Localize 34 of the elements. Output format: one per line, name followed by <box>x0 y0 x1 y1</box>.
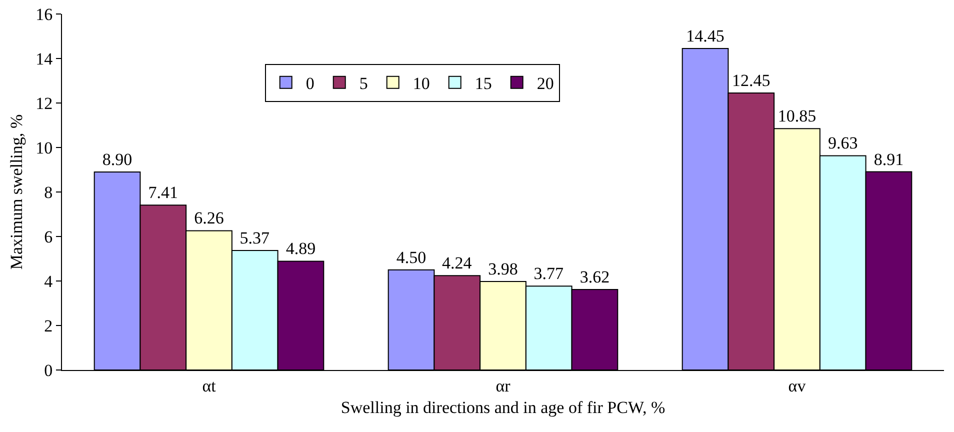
y-tick-label: 14 <box>36 49 54 68</box>
y-tick-label: 8 <box>44 182 53 202</box>
y-tick-label: 0 <box>44 360 53 380</box>
data-label: 3.77 <box>534 264 564 284</box>
legend-label: 10 <box>412 74 430 94</box>
data-label: 4.24 <box>442 254 472 273</box>
data-label: 8.90 <box>102 150 132 169</box>
x-tick-label: αv <box>788 376 806 396</box>
y-tick-label: 4 <box>44 272 54 291</box>
data-label: 6.26 <box>194 208 224 228</box>
y-tick-label: 16 <box>36 4 53 24</box>
data-label: 5.37 <box>240 228 270 248</box>
data-label: 3.98 <box>488 259 518 278</box>
legend-label: 15 <box>474 74 492 94</box>
legend-label: 5 <box>359 74 368 94</box>
y-tick-label: 10 <box>36 138 53 158</box>
data-label: 10.85 <box>778 106 816 126</box>
y-tick-label: 2 <box>44 316 53 336</box>
y-tick-label: 6 <box>44 227 53 246</box>
data-label: 9.63 <box>828 134 858 153</box>
data-label: 7.41 <box>148 183 178 202</box>
x-tick-label: αr <box>496 376 511 396</box>
legend-label: 0 <box>306 74 314 94</box>
data-label: 12.45 <box>732 70 770 90</box>
data-label: 14.45 <box>686 26 724 46</box>
x-axis-title: Swelling in directions and in age of fir PCW, % <box>340 398 666 417</box>
data-label: 4.50 <box>396 248 426 267</box>
legend-label: 20 <box>536 74 554 94</box>
x-tick-label: αt <box>202 376 216 396</box>
data-label: 8.91 <box>874 150 904 169</box>
data-label: 4.89 <box>286 239 316 258</box>
data-label: 3.62 <box>580 267 610 286</box>
y-axis-title: Maximum swelling, % <box>7 114 26 270</box>
y-tick-label: 12 <box>36 94 53 113</box>
